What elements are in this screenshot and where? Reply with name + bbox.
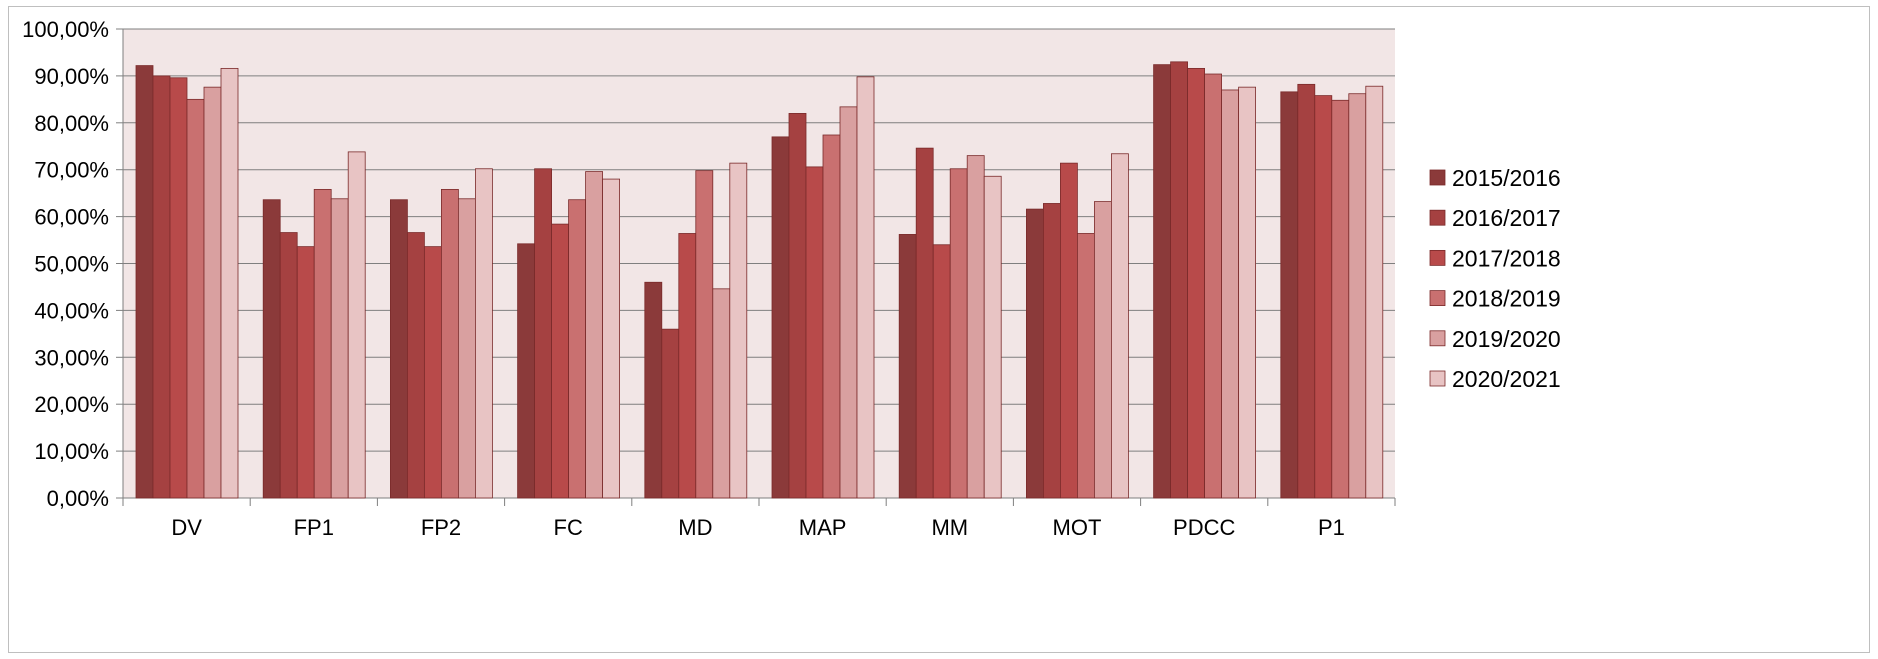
legend-swatch: [1429, 169, 1446, 186]
bar: [1280, 91, 1299, 499]
y-tick-label: 50,00%: [34, 252, 109, 277]
bar: [1170, 61, 1188, 499]
bar: [551, 223, 569, 499]
y-tick-label: 70,00%: [34, 158, 109, 183]
bar: [839, 106, 858, 499]
legend-swatch: [1429, 330, 1446, 347]
bar: [1077, 233, 1095, 499]
bar: [822, 134, 841, 499]
legend-swatch: [1429, 370, 1446, 387]
x-tick-label: FC: [554, 515, 583, 540]
y-tick-label: 90,00%: [34, 64, 109, 89]
legend-label: 2015/2016: [1452, 165, 1561, 191]
bar: [678, 233, 697, 499]
bar: [602, 178, 620, 499]
y-tick-label: 40,00%: [34, 298, 109, 323]
bar: [220, 67, 239, 499]
bar: [1297, 83, 1316, 499]
bar: [517, 243, 536, 499]
y-tick-label: 80,00%: [34, 111, 109, 136]
bar: [279, 232, 298, 499]
bar: [966, 155, 985, 499]
bar: [1204, 73, 1222, 499]
x-tick-label: FP1: [294, 515, 334, 540]
bar: [568, 199, 586, 499]
bar: [313, 188, 332, 499]
bar: [1238, 86, 1256, 499]
legend-label: 2017/2018: [1452, 245, 1561, 271]
bar: [1094, 201, 1112, 499]
bar: [915, 147, 934, 499]
bar: [983, 175, 1002, 499]
bar: [661, 328, 680, 499]
bar: [389, 199, 408, 499]
y-tick-label: 30,00%: [34, 345, 109, 370]
bar: [585, 171, 603, 499]
bar: [1026, 208, 1044, 499]
bar: [169, 77, 188, 499]
bar: [856, 76, 875, 499]
x-tick-label: P1: [1318, 515, 1345, 540]
y-tick-label: 20,00%: [34, 392, 109, 417]
legend-label: 2016/2017: [1452, 205, 1561, 231]
bar: [1314, 95, 1333, 499]
bar: [406, 232, 425, 499]
bar: [262, 199, 281, 499]
bar-chart: 0,00% 10,00% 20,00% 30,00% 40,00% 50,00% 60,00…: [22, 17, 1561, 540]
bar: [644, 281, 663, 499]
bar: [898, 234, 917, 499]
y-tick-label: 100,00%: [22, 17, 109, 42]
bar: [186, 98, 205, 499]
bar: [1348, 93, 1367, 499]
chart-frame: 0,00% 10,00% 20,00% 30,00% 40,00% 50,00% 60,00…: [8, 6, 1870, 653]
bar: [1111, 153, 1129, 499]
legend-swatch: [1429, 249, 1446, 266]
bar: [1187, 67, 1205, 499]
bar: [771, 136, 790, 499]
bar: [712, 288, 731, 499]
bar: [330, 198, 349, 499]
legend-label: 2020/2021: [1452, 366, 1561, 392]
y-tick-label: 0,00%: [47, 486, 109, 511]
bar: [805, 166, 824, 499]
legend-swatch: [1429, 290, 1446, 307]
bar: [135, 65, 154, 499]
bar: [474, 168, 493, 499]
bar: [1331, 99, 1350, 499]
bar: [1060, 162, 1078, 499]
legend-swatch: [1429, 209, 1446, 226]
bar: [932, 244, 951, 499]
bar: [1153, 64, 1171, 499]
bar: [729, 162, 748, 499]
x-tick-label: FP2: [421, 515, 461, 540]
bar: [152, 75, 171, 499]
x-tick-label: MM: [931, 515, 968, 540]
legend-label: 2018/2019: [1452, 286, 1561, 312]
x-tick-label: DV: [171, 515, 202, 540]
x-tick-label: MD: [678, 515, 712, 540]
legend-label: 2019/2020: [1452, 326, 1561, 352]
bar: [695, 170, 714, 499]
bar: [788, 113, 807, 499]
bar: [423, 246, 442, 499]
bar: [534, 168, 552, 499]
bar: [1043, 203, 1061, 499]
x-tick-label: PDCC: [1173, 515, 1235, 540]
bar: [949, 168, 968, 499]
x-tick-label: MAP: [799, 515, 847, 540]
bar: [1365, 85, 1384, 499]
bar: [457, 198, 476, 499]
bar: [296, 246, 315, 499]
y-tick-label: 10,00%: [34, 439, 109, 464]
x-tick-label: MOT: [1053, 515, 1102, 540]
bar: [1221, 89, 1239, 499]
bar: [440, 188, 459, 499]
y-tick-label: 60,00%: [34, 205, 109, 230]
bar: [203, 86, 222, 499]
bar: [347, 151, 366, 499]
